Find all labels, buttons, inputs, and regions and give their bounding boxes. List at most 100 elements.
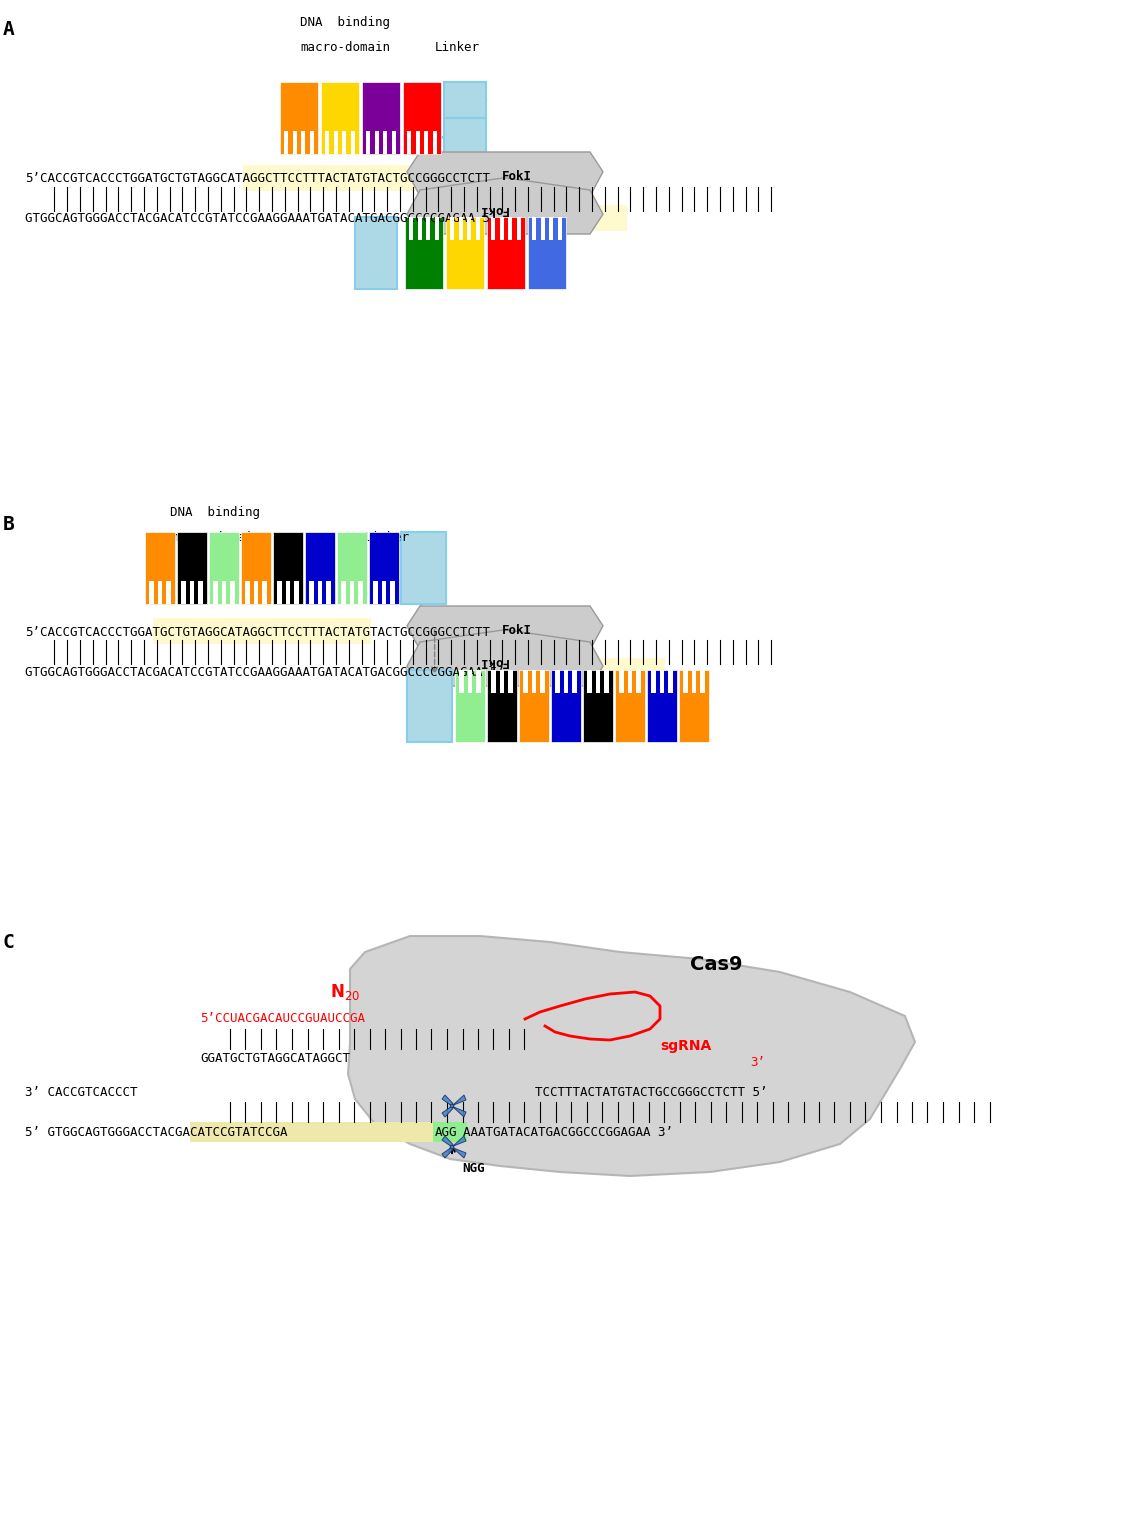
Bar: [541, 216, 545, 239]
Bar: [309, 581, 314, 604]
Bar: [588, 670, 591, 693]
Bar: [549, 216, 553, 239]
Bar: [532, 670, 536, 693]
Text: B: B: [3, 515, 15, 534]
Bar: [273, 532, 304, 604]
Bar: [355, 216, 397, 288]
Bar: [284, 130, 289, 153]
Text: macro-domain: macro-domain: [170, 531, 260, 545]
Bar: [426, 216, 430, 239]
Bar: [362, 81, 400, 153]
Bar: [221, 581, 226, 604]
Bar: [293, 130, 297, 153]
Bar: [435, 206, 626, 232]
Bar: [326, 581, 331, 604]
Bar: [410, 216, 413, 239]
Bar: [435, 658, 665, 684]
Bar: [468, 670, 472, 693]
Text: AAATGATACATGACGGCCCGGAGAA 3’: AAATGATACATGACGGCCCGGAGAA 3’: [463, 1126, 673, 1138]
Bar: [455, 670, 485, 742]
Bar: [321, 81, 359, 153]
Bar: [418, 216, 422, 239]
Bar: [451, 216, 454, 239]
Bar: [659, 670, 664, 693]
Polygon shape: [407, 606, 602, 663]
Bar: [189, 581, 194, 604]
Bar: [476, 216, 479, 239]
Bar: [519, 670, 549, 742]
Bar: [167, 581, 171, 604]
Bar: [350, 581, 354, 604]
Bar: [337, 532, 367, 604]
Bar: [286, 581, 290, 604]
Bar: [541, 670, 544, 693]
Bar: [564, 670, 568, 693]
Bar: [605, 670, 608, 693]
Bar: [487, 670, 517, 742]
Polygon shape: [442, 1095, 453, 1106]
Bar: [213, 581, 218, 604]
Bar: [245, 581, 250, 604]
Bar: [509, 670, 512, 693]
Bar: [517, 216, 520, 239]
Polygon shape: [452, 1095, 466, 1106]
Bar: [652, 670, 656, 693]
Bar: [341, 581, 346, 604]
Text: GGATGCTGTAGGCATAGGCT: GGATGCTGTAGGCATAGGCT: [200, 1052, 350, 1066]
Bar: [679, 670, 709, 742]
Polygon shape: [348, 936, 915, 1177]
Bar: [369, 532, 399, 604]
Bar: [446, 216, 484, 288]
Circle shape: [451, 1104, 454, 1108]
Text: FokI: FokI: [478, 204, 508, 216]
Polygon shape: [442, 1106, 453, 1117]
Bar: [460, 670, 463, 693]
Text: AGG: AGG: [435, 1126, 458, 1138]
Text: A: A: [3, 20, 15, 38]
Text: FokI: FokI: [502, 624, 532, 637]
Bar: [382, 581, 386, 604]
Bar: [669, 670, 673, 693]
Bar: [596, 670, 600, 693]
Bar: [628, 670, 632, 693]
Bar: [435, 216, 439, 239]
Bar: [524, 670, 527, 693]
Bar: [318, 581, 322, 604]
Bar: [325, 130, 330, 153]
Bar: [209, 532, 238, 604]
Bar: [444, 118, 486, 153]
Bar: [400, 532, 446, 604]
Polygon shape: [407, 629, 602, 686]
Bar: [403, 81, 442, 153]
Text: 3’: 3’: [750, 1055, 764, 1069]
Text: Linker: Linker: [365, 531, 410, 545]
Bar: [177, 532, 207, 604]
Bar: [528, 216, 566, 288]
Polygon shape: [452, 1147, 466, 1158]
Bar: [374, 130, 379, 153]
Polygon shape: [407, 178, 602, 235]
Text: GTGGCAGTGGGACCTACGACATCCGTATCCGAAGGAAATGATACATGACGGCCCCGGAGAA 5’: GTGGCAGTGGGACCTACGACATCCGTATCCGAAGGAAATG…: [25, 666, 505, 678]
Text: FokI: FokI: [502, 170, 532, 183]
Bar: [301, 130, 306, 153]
Text: NGG: NGG: [462, 1163, 485, 1175]
Polygon shape: [442, 1137, 453, 1147]
Bar: [424, 130, 428, 153]
Bar: [149, 581, 154, 604]
Polygon shape: [452, 1137, 466, 1147]
Bar: [556, 670, 559, 693]
Bar: [405, 216, 443, 288]
Bar: [366, 130, 371, 153]
Bar: [407, 130, 412, 153]
Bar: [153, 618, 371, 644]
Bar: [459, 216, 463, 239]
Bar: [508, 216, 512, 239]
Text: 5’CACCGTCACCCTGGATGCTGTAGGCATAGGCTTCCTTTACTATGTACTGCCGGGCCTCTT: 5’CACCGTCACCCTGGATGCTGTAGGCATAGGCTTCCTTT…: [25, 626, 489, 638]
Bar: [647, 670, 677, 742]
Bar: [558, 216, 561, 239]
Text: N$_{20}$: N$_{20}$: [330, 982, 361, 1002]
Bar: [573, 670, 576, 693]
Bar: [253, 581, 258, 604]
Polygon shape: [407, 152, 602, 209]
Bar: [551, 670, 581, 742]
